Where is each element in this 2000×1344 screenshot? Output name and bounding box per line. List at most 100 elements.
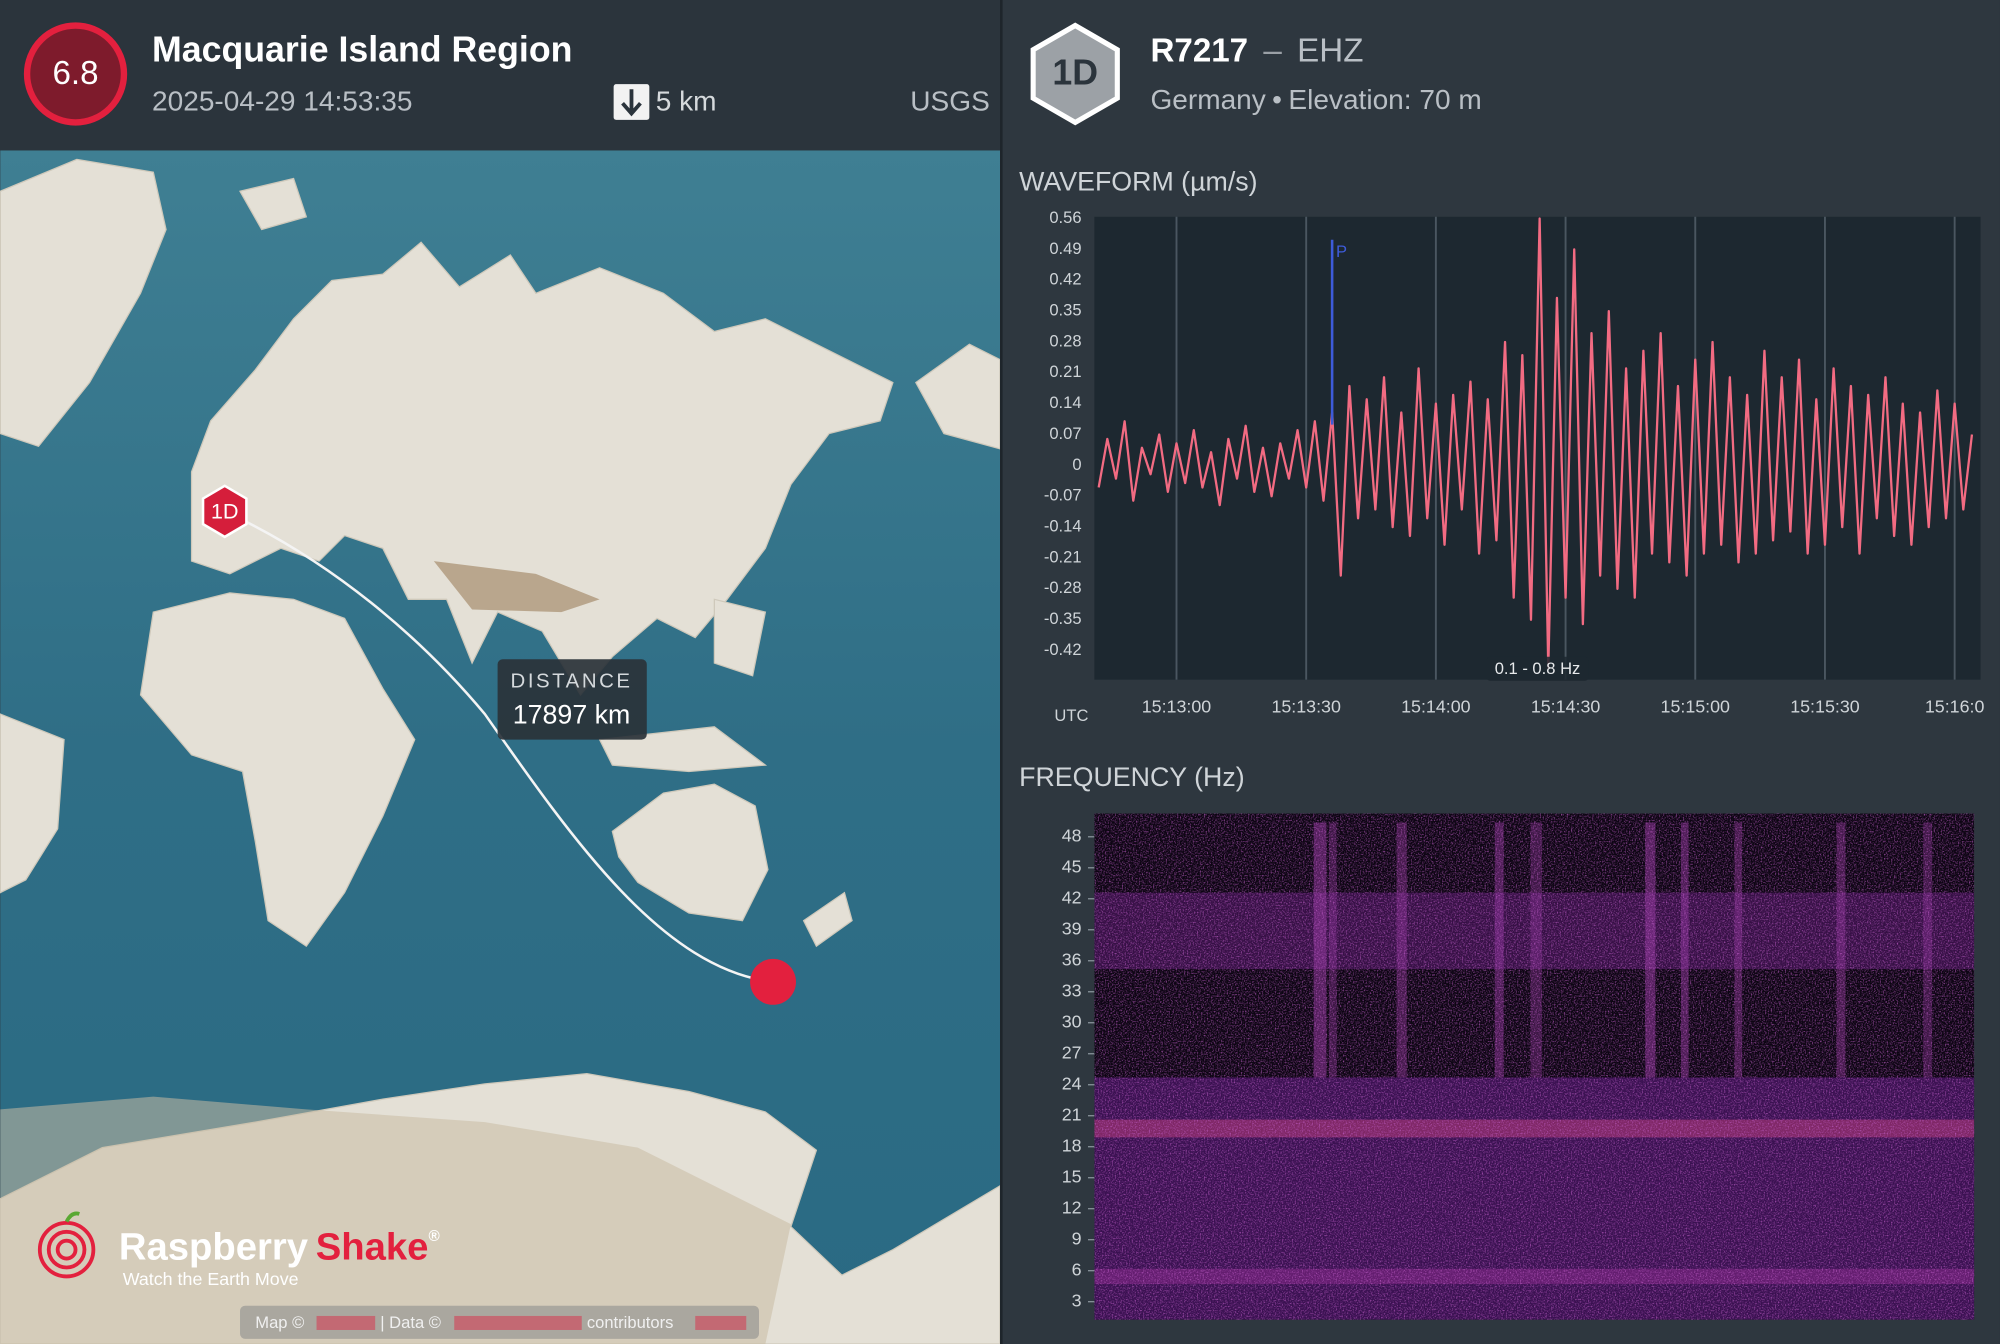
africa xyxy=(139,592,416,948)
south-america xyxy=(0,713,65,894)
x-tick-label: 15:14:00 xyxy=(1401,696,1471,716)
spectrogram-noise xyxy=(1094,813,1975,1320)
eurasia xyxy=(190,241,894,697)
y-tick-label: 0.14 xyxy=(1049,393,1081,412)
y-tick-label: 15 xyxy=(1062,1166,1082,1186)
new-zealand xyxy=(802,891,853,948)
y-tick-label: 0 xyxy=(1072,455,1081,474)
station-country: Germany xyxy=(1150,84,1265,115)
logo-ring xyxy=(55,1238,78,1261)
japan-region xyxy=(713,598,767,677)
y-tick-label: 30 xyxy=(1062,1011,1082,1031)
y-tick-label: -0.07 xyxy=(1044,486,1082,505)
y-tick-label: 12 xyxy=(1062,1197,1082,1217)
y-tick-label: -0.28 xyxy=(1044,578,1082,597)
x-tick-label: 15:15:30 xyxy=(1790,696,1860,716)
great-circle-path xyxy=(224,510,774,984)
australia xyxy=(611,783,769,922)
logo-word: Raspberry xyxy=(119,1226,309,1269)
station-subtitle: Germany • Elevation: 70 m xyxy=(1150,84,1481,115)
logo-accent: Shake xyxy=(316,1226,429,1269)
y-tick-label: 36 xyxy=(1062,949,1082,969)
y-tick-label: 0.42 xyxy=(1049,270,1081,289)
station-code: R7217 xyxy=(1150,32,1248,69)
y-tick-label: 0.21 xyxy=(1049,362,1081,381)
antarctic-shelf xyxy=(0,1096,791,1344)
depth-arrow xyxy=(621,89,642,117)
tibet xyxy=(433,561,600,613)
magnitude: 6.8 xyxy=(52,55,98,92)
spectrogram xyxy=(1094,813,1975,1320)
x-tick-label: 15:14:30 xyxy=(1531,696,1601,716)
y-tick-label: 0.28 xyxy=(1049,331,1081,350)
attribution-link[interactable] xyxy=(695,1315,747,1330)
station-separator: – xyxy=(1263,32,1282,69)
attribution-link[interactable] xyxy=(454,1315,582,1330)
spectrogram-title: FREQUENCY (Hz) xyxy=(1019,762,1245,792)
y-tick-label: 3 xyxy=(1072,1290,1082,1310)
attribution-link[interactable] xyxy=(316,1315,376,1330)
event-time: 2025-04-29 14:53:35 xyxy=(152,86,412,117)
logo-tagline: Watch the Earth Move xyxy=(123,1269,299,1289)
x-axis-label: UTC xyxy=(1054,706,1088,725)
attribution-contributors: contributors xyxy=(587,1313,674,1332)
y-tick-label: 0.07 xyxy=(1049,424,1081,443)
attribution-map: Map © xyxy=(255,1313,304,1332)
station-badge-label: 1D xyxy=(1052,53,1098,93)
station-bullet: • xyxy=(1272,84,1282,115)
svalbard xyxy=(239,177,308,231)
filter-label: 0.1 - 0.8 Hz xyxy=(1495,659,1581,678)
y-tick-label: 24 xyxy=(1062,1073,1082,1093)
distance-label: DISTANCE xyxy=(511,671,633,693)
y-tick-label: 0.35 xyxy=(1049,300,1081,319)
station-badge xyxy=(1030,22,1120,126)
filter-label-bg xyxy=(1486,656,1589,681)
y-tick-label: -0.42 xyxy=(1044,640,1082,659)
y-tick-label: 48 xyxy=(1062,826,1082,846)
spectrogram-axis: 48 45 42 39 36 33 30 27 24 21 18 15 12 9 6 3 xyxy=(1062,826,1095,1310)
event-source: USGS xyxy=(910,86,990,117)
x-tick-label: 15:13:30 xyxy=(1271,696,1341,716)
y-tick-label: 18 xyxy=(1062,1135,1082,1155)
logo-ring xyxy=(46,1229,87,1270)
phase-label: P xyxy=(1336,242,1347,261)
waveform-chart: 0.56 0.49 0.42 0.35 0.28 0.21 0.14 0.07 0 -0.07 -0… xyxy=(1044,208,1985,717)
event-marker[interactable] xyxy=(750,958,796,1005)
attribution-box xyxy=(240,1305,759,1339)
magnitude-badge xyxy=(23,22,128,126)
y-tick-label: -0.35 xyxy=(1044,609,1082,628)
distance-value: 17897 km xyxy=(513,700,631,730)
y-tick-label: -0.21 xyxy=(1044,547,1082,566)
y-tick-label: 27 xyxy=(1062,1042,1082,1062)
distance-box xyxy=(497,659,647,740)
logo-ring xyxy=(37,1220,96,1279)
y-tick-label: 33 xyxy=(1062,980,1082,1000)
y-tick-label: -0.14 xyxy=(1044,516,1082,535)
map[interactable]: 1D DISTANCE 17897 km Raspberry Shake® Wat… xyxy=(0,150,1001,1344)
station-elevation: Elevation: 70 m xyxy=(1288,84,1481,115)
greenland xyxy=(0,158,167,448)
x-tick-label: 15:16:0 xyxy=(1925,696,1985,716)
station-channel: EHZ xyxy=(1297,32,1363,69)
station-title: R7217– EHZ xyxy=(1150,32,1363,69)
waveform-title: WAVEFORM (µm/s) xyxy=(1019,167,1257,197)
event-header xyxy=(0,0,1000,151)
event-title: Macquarie Island Region xyxy=(152,30,572,70)
y-tick-label: 21 xyxy=(1062,1104,1082,1124)
y-tick-label: 42 xyxy=(1062,887,1082,907)
y-tick-label: 0.56 xyxy=(1049,208,1081,227)
y-tick-label: 39 xyxy=(1062,918,1082,938)
waveform-line xyxy=(1097,217,1974,670)
station-marker[interactable] xyxy=(201,484,248,539)
y-tick-label: 0.49 xyxy=(1049,239,1081,258)
y-tick-label: 6 xyxy=(1072,1259,1082,1279)
x-tick-label: 15:15:00 xyxy=(1661,696,1731,716)
logo-leaf xyxy=(64,1211,80,1223)
y-tick-label: 45 xyxy=(1062,856,1082,876)
logo-icon xyxy=(37,1220,96,1279)
attribution-data: | Data © xyxy=(380,1313,441,1332)
logo-name: Raspberry Shake® xyxy=(119,1226,441,1269)
x-tick-label: 15:13:00 xyxy=(1142,696,1212,716)
event-depth: 5 km xyxy=(656,86,717,117)
